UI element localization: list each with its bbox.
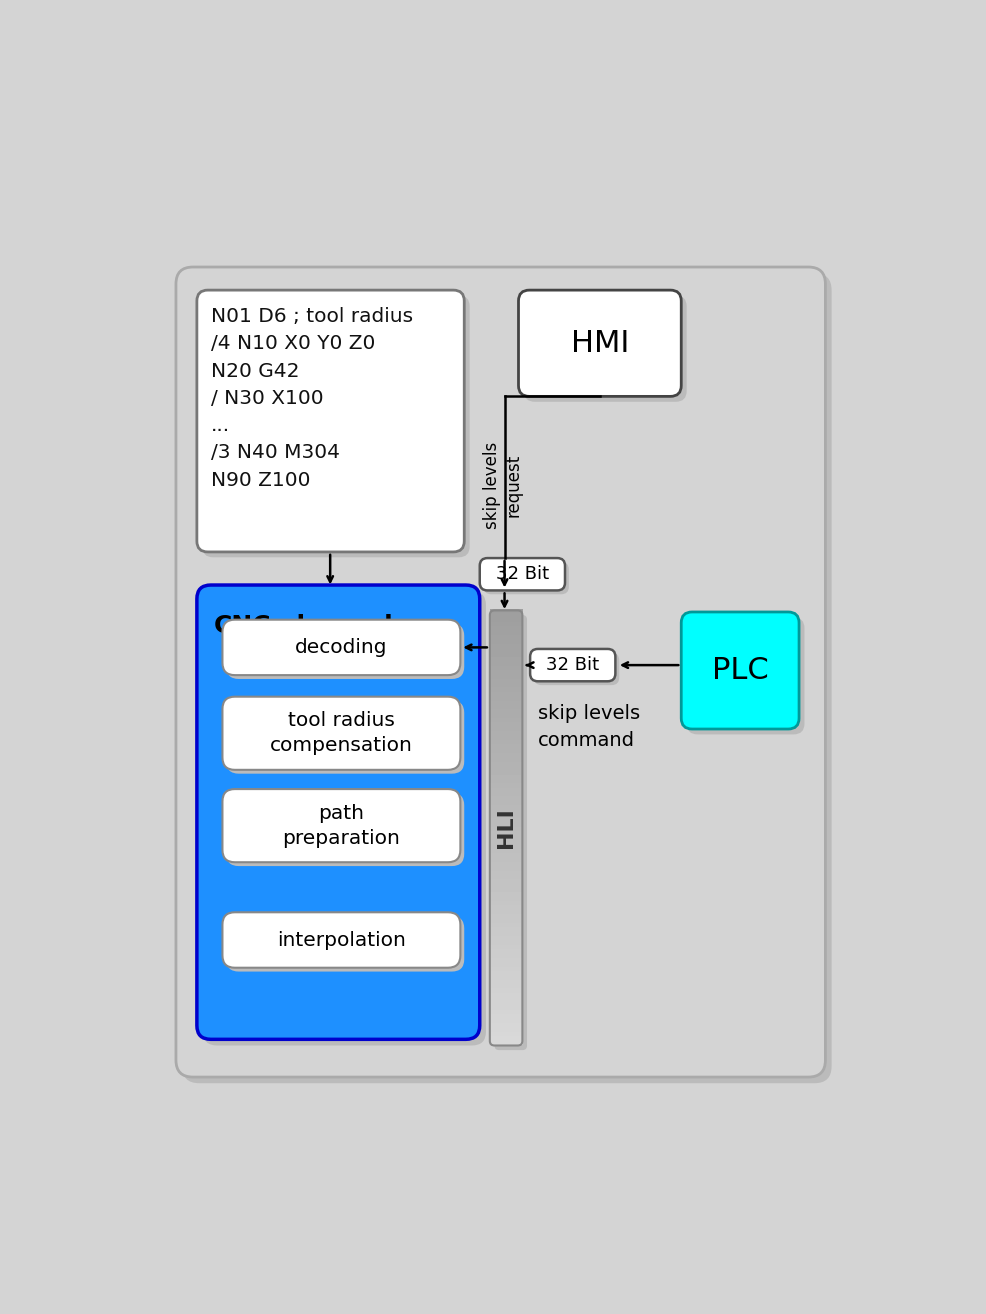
Text: skip levels: skip levels xyxy=(483,442,501,528)
Text: CNC-channel: CNC-channel xyxy=(214,614,393,639)
FancyBboxPatch shape xyxy=(519,290,681,397)
Text: path
preparation: path preparation xyxy=(282,804,400,848)
FancyBboxPatch shape xyxy=(197,585,480,1039)
Text: decoding: decoding xyxy=(295,637,387,657)
Text: PLC: PLC xyxy=(712,656,768,685)
Text: request: request xyxy=(505,453,523,516)
FancyBboxPatch shape xyxy=(524,296,686,402)
Text: 32 Bit: 32 Bit xyxy=(546,656,599,674)
FancyBboxPatch shape xyxy=(681,612,799,729)
FancyBboxPatch shape xyxy=(197,290,464,552)
Text: 32 Bit: 32 Bit xyxy=(496,565,549,583)
FancyBboxPatch shape xyxy=(223,912,460,967)
FancyBboxPatch shape xyxy=(223,790,460,862)
FancyBboxPatch shape xyxy=(227,624,464,679)
FancyBboxPatch shape xyxy=(686,618,805,735)
FancyBboxPatch shape xyxy=(494,615,528,1050)
Text: interpolation: interpolation xyxy=(277,930,406,950)
Text: N01 D6 ; tool radius
/4 N10 X0 Y0 Z0
N20 G42
/ N30 X100
...
/3 N40 M304
N90 Z100: N01 D6 ; tool radius /4 N10 X0 Y0 Z0 N20… xyxy=(211,307,413,490)
FancyBboxPatch shape xyxy=(480,558,565,590)
FancyBboxPatch shape xyxy=(534,653,619,685)
FancyBboxPatch shape xyxy=(227,700,464,774)
Text: tool radius
compensation: tool radius compensation xyxy=(270,711,413,756)
Text: skip levels
command: skip levels command xyxy=(538,704,640,750)
Text: HMI: HMI xyxy=(571,328,629,357)
FancyBboxPatch shape xyxy=(223,696,460,770)
FancyBboxPatch shape xyxy=(223,620,460,675)
FancyBboxPatch shape xyxy=(483,562,569,594)
FancyBboxPatch shape xyxy=(530,649,615,681)
FancyBboxPatch shape xyxy=(176,267,825,1077)
FancyBboxPatch shape xyxy=(227,916,464,971)
FancyBboxPatch shape xyxy=(227,792,464,866)
Text: HLI: HLI xyxy=(496,808,516,849)
FancyBboxPatch shape xyxy=(203,591,486,1046)
FancyBboxPatch shape xyxy=(202,296,469,557)
FancyBboxPatch shape xyxy=(182,273,831,1083)
